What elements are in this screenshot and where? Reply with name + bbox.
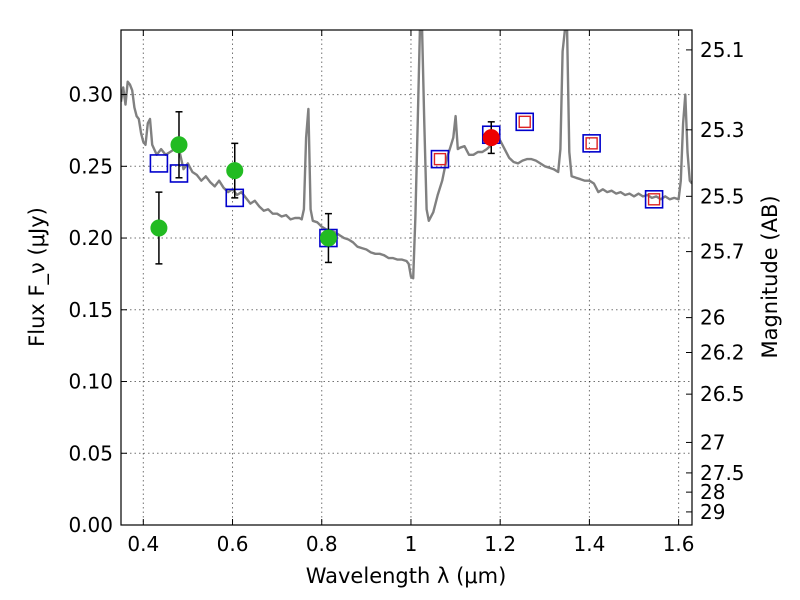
observed-point xyxy=(170,136,188,154)
x-axis-label: Wavelength λ (μm) xyxy=(306,564,507,588)
y-tick-label: 0.20 xyxy=(68,226,113,250)
model-photometry-square xyxy=(644,190,664,209)
nir-limit-square xyxy=(585,137,598,150)
right-tick-label: 25.1 xyxy=(700,38,745,62)
model-sed-layer xyxy=(121,30,692,280)
x-tick-label: 0.4 xyxy=(127,532,159,556)
model-photometry-square xyxy=(515,112,535,132)
plot-frame xyxy=(120,29,693,526)
grid-lines xyxy=(121,30,692,525)
x-tick-label: 1 xyxy=(405,532,418,556)
observed-point xyxy=(319,229,337,247)
right-axis-label: Magnitude (AB) xyxy=(758,195,782,358)
right-tick-label: 29 xyxy=(700,500,725,524)
y-tick-label: 0.30 xyxy=(68,83,113,107)
right-tick-label: 25.7 xyxy=(700,240,745,264)
plot-background xyxy=(121,30,692,525)
nir-limit-square xyxy=(518,115,531,129)
y-tick-label: 0.10 xyxy=(68,370,113,394)
right-tick-label: 28 xyxy=(700,480,725,504)
nir-limit-square xyxy=(647,193,661,206)
model-photometry-square xyxy=(430,149,450,169)
right-tick-label: 27.5 xyxy=(700,461,745,485)
y-tick-label: 0.00 xyxy=(68,513,113,537)
model-photometry-square xyxy=(582,134,601,153)
x-tick-label: 1.2 xyxy=(484,532,516,556)
y-tick-label: 0.05 xyxy=(68,441,113,465)
x-tick-label: 0.8 xyxy=(306,532,338,556)
right-tick-label: 27 xyxy=(700,430,725,454)
right-tick-label: 26.5 xyxy=(700,382,745,406)
observed-point xyxy=(150,219,168,237)
observed-point xyxy=(482,129,500,147)
model-photometry-square xyxy=(149,154,169,173)
observed-point xyxy=(226,162,244,180)
right-tick-label: 26 xyxy=(700,306,725,330)
y-axis-label: Flux F_ν (μJy) xyxy=(25,207,50,347)
x-tick-label: 1.4 xyxy=(573,532,605,556)
right-tick-label: 26.2 xyxy=(700,341,745,365)
y-tick-label: 0.15 xyxy=(68,298,113,322)
tick-layer: 0.4 0.6 0.8 1 1.2 1.4 1.6 0.00 0.05 0.10 0.15 0.20 0… xyxy=(68,30,745,556)
right-tick-label: 25.5 xyxy=(700,184,745,208)
right-tick-label: 25.3 xyxy=(700,118,745,142)
x-tick-label: 0.6 xyxy=(217,532,249,556)
model-sed-line xyxy=(121,30,692,280)
photometry-layer xyxy=(149,111,664,265)
x-tick-label: 1.6 xyxy=(663,532,695,556)
nir-limit-square xyxy=(433,152,447,166)
y-tick-label: 0.25 xyxy=(68,154,113,178)
